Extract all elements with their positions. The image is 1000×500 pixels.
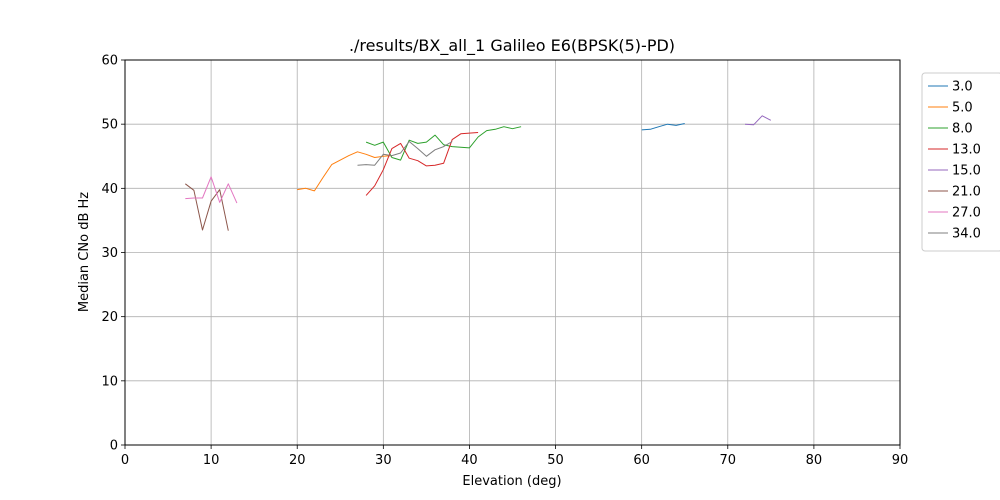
legend: 3.0 5.0 8.0 13.0 15.0 21.0 27.0 34.0 — [921, 72, 1000, 252]
legend-label: 3.0 — [952, 80, 973, 95]
series-line-21-0 — [184, 183, 229, 231]
legend-label: 8.0 — [952, 122, 973, 137]
legend-label: 5.0 — [952, 101, 973, 116]
y-tick-label: 0 — [110, 439, 118, 454]
series-line-15-0 — [744, 115, 772, 126]
y-axis-label: Median CNo dB Hz — [77, 192, 92, 312]
x-tick-label: 90 — [892, 453, 909, 468]
x-tick-label: 30 — [375, 453, 392, 468]
y-tick-label: 60 — [101, 54, 118, 69]
x-tick-label: 80 — [806, 453, 823, 468]
legend-label: 27.0 — [952, 206, 981, 221]
series-line-8-0 — [365, 126, 522, 161]
series-line-13-0 — [365, 132, 479, 196]
y-tick-label: 50 — [101, 118, 118, 133]
legend-label: 21.0 — [952, 185, 981, 200]
x-tick-label: 70 — [720, 453, 737, 468]
series-line-34-0 — [357, 141, 453, 166]
y-tick-label: 30 — [101, 246, 118, 261]
legend-label: 34.0 — [952, 227, 981, 242]
x-tick-label: 50 — [547, 453, 564, 468]
y-tick-label: 10 — [101, 374, 118, 389]
x-tick-label: 0 — [121, 453, 129, 468]
series-line-27-0 — [185, 176, 238, 204]
x-axis-label: Elevation (deg) — [462, 474, 561, 489]
series-line-3-0 — [641, 123, 685, 131]
x-tick-label: 20 — [289, 453, 306, 468]
x-tick-label: 60 — [633, 453, 650, 468]
legend-box — [921, 72, 1000, 252]
y-tick-label: 40 — [101, 182, 118, 197]
legend-label: 15.0 — [952, 164, 981, 179]
x-tick-label: 10 — [203, 453, 220, 468]
ticks: 0 10 20 30 40 50 60 70 80 90 0 10 20 30 40 50 60 — [101, 54, 908, 469]
legend-label: 13.0 — [952, 143, 981, 158]
series-line-5-0 — [297, 151, 392, 192]
x-tick-label: 40 — [461, 453, 478, 468]
chart-title: ./results/BX_all_1 Galileo E6(BPSK(5)-PD… — [349, 36, 675, 56]
y-tick-label: 20 — [101, 310, 118, 325]
series-layer — [184, 115, 772, 231]
